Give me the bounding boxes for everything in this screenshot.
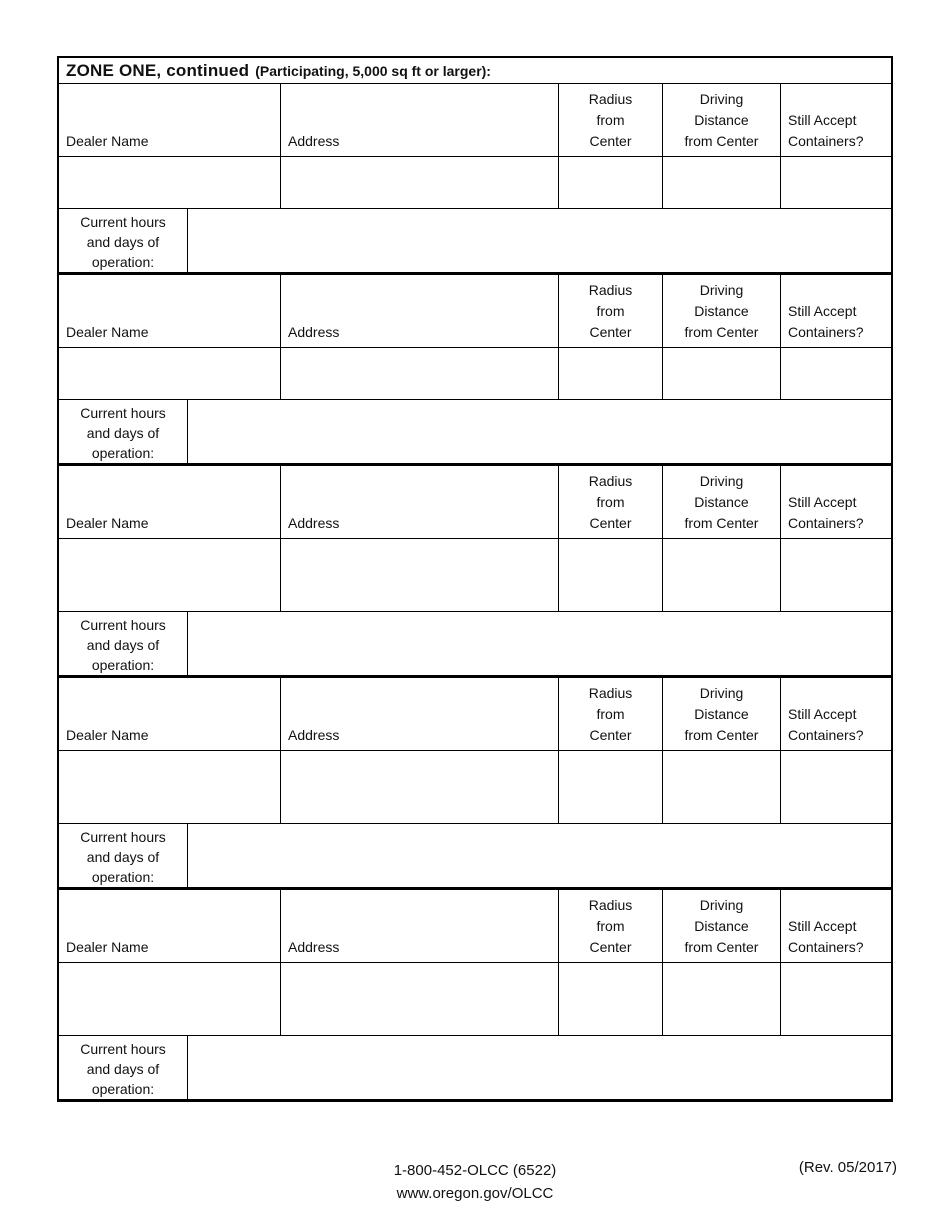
dealer-name-header: Dealer Name (59, 678, 281, 751)
hours-of-operation-row: Current hours and days of operation: (59, 209, 891, 272)
dealer-name-header: Dealer Name (59, 275, 281, 348)
column-header-row: Dealer Name Address Radius from Center D… (59, 678, 891, 751)
table-title-row: ZONE ONE, continued (Participating, 5,00… (59, 58, 891, 84)
dealer-entry-block-1: Dealer Name Address Radius from Center D… (59, 84, 891, 275)
driving-distance-header: Driving Distance from Center (663, 678, 781, 751)
hours-of-operation-field[interactable] (188, 400, 891, 463)
radius-from-center-header: Radius from Center (559, 890, 663, 963)
radius-from-center-header: Radius from Center (559, 678, 663, 751)
driving-distance-header: Driving Distance from Center (663, 275, 781, 348)
footer-contact-block: 1-800-452-OLCC (6522) www.oregon.gov/OLC… (0, 1159, 950, 1205)
radius-from-center-field[interactable] (559, 751, 663, 824)
hours-of-operation-label: Current hours and days of operation: (59, 209, 188, 272)
radius-from-center-field[interactable] (559, 157, 663, 209)
address-header: Address (281, 890, 559, 963)
dealer-entry-block-4: Dealer Name Address Radius from Center D… (59, 678, 891, 890)
dealer-entry-block-2: Dealer Name Address Radius from Center D… (59, 275, 891, 466)
entry-input-row (59, 539, 891, 612)
still-accept-containers-field[interactable] (781, 539, 891, 612)
hours-of-operation-field[interactable] (188, 1036, 891, 1099)
radius-from-center-header: Radius from Center (559, 466, 663, 539)
entry-input-row (59, 751, 891, 824)
entry-input-row (59, 157, 891, 209)
dealer-entry-block-5: Dealer Name Address Radius from Center D… (59, 890, 891, 1099)
hours-of-operation-field[interactable] (188, 612, 891, 675)
hours-of-operation-row: Current hours and days of operation: (59, 400, 891, 463)
still-accept-containers-header: Still Accept Containers? (781, 466, 891, 539)
address-field[interactable] (281, 348, 559, 400)
dealer-name-field[interactable] (59, 157, 281, 209)
address-header: Address (281, 84, 559, 157)
entry-input-row (59, 963, 891, 1036)
address-header: Address (281, 678, 559, 751)
driving-distance-header: Driving Distance from Center (663, 84, 781, 157)
driving-distance-field[interactable] (663, 157, 781, 209)
radius-from-center-field[interactable] (559, 539, 663, 612)
driving-distance-header: Driving Distance from Center (663, 466, 781, 539)
column-header-row: Dealer Name Address Radius from Center D… (59, 84, 891, 157)
driving-distance-field[interactable] (663, 348, 781, 400)
still-accept-containers-field[interactable] (781, 157, 891, 209)
zone-title: ZONE ONE, continued (66, 61, 250, 80)
column-header-row: Dealer Name Address Radius from Center D… (59, 275, 891, 348)
dealer-name-header: Dealer Name (59, 890, 281, 963)
footer-revision: (Rev. 05/2017) (798, 1159, 897, 1176)
address-field[interactable] (281, 157, 559, 209)
hours-of-operation-row: Current hours and days of operation: (59, 612, 891, 675)
hours-of-operation-field[interactable] (188, 209, 891, 272)
dealer-name-header: Dealer Name (59, 84, 281, 157)
address-header: Address (281, 466, 559, 539)
driving-distance-field[interactable] (663, 751, 781, 824)
still-accept-containers-header: Still Accept Containers? (781, 890, 891, 963)
zone-title-qualifier: (Participating, 5,000 sq ft or larger): (255, 63, 491, 79)
hours-of-operation-label: Current hours and days of operation: (59, 1036, 188, 1099)
radius-from-center-header: Radius from Center (559, 275, 663, 348)
radius-from-center-field[interactable] (559, 963, 663, 1036)
dealer-entry-block-3: Dealer Name Address Radius from Center D… (59, 466, 891, 678)
address-field[interactable] (281, 963, 559, 1036)
still-accept-containers-field[interactable] (781, 751, 891, 824)
driving-distance-field[interactable] (663, 963, 781, 1036)
still-accept-containers-header: Still Accept Containers? (781, 275, 891, 348)
still-accept-containers-field[interactable] (781, 348, 891, 400)
address-field[interactable] (281, 751, 559, 824)
footer-phone: 1-800-452-OLCC (6522) (393, 1162, 557, 1179)
zone-one-table: ZONE ONE, continued (Participating, 5,00… (57, 56, 893, 1102)
dealer-name-header: Dealer Name (59, 466, 281, 539)
address-field[interactable] (281, 539, 559, 612)
still-accept-containers-header: Still Accept Containers? (781, 84, 891, 157)
hours-of-operation-label: Current hours and days of operation: (59, 824, 188, 887)
hours-of-operation-row: Current hours and days of operation: (59, 1036, 891, 1099)
column-header-row: Dealer Name Address Radius from Center D… (59, 466, 891, 539)
footer-website: www.oregon.gov/OLCC (396, 1185, 554, 1202)
driving-distance-header: Driving Distance from Center (663, 890, 781, 963)
driving-distance-field[interactable] (663, 539, 781, 612)
column-header-row: Dealer Name Address Radius from Center D… (59, 890, 891, 963)
dealer-name-field[interactable] (59, 348, 281, 400)
entry-input-row (59, 348, 891, 400)
address-header: Address (281, 275, 559, 348)
radius-from-center-field[interactable] (559, 348, 663, 400)
still-accept-containers-field[interactable] (781, 963, 891, 1036)
hours-of-operation-field[interactable] (188, 824, 891, 887)
hours-of-operation-row: Current hours and days of operation: (59, 824, 891, 887)
dealer-name-field[interactable] (59, 539, 281, 612)
hours-of-operation-label: Current hours and days of operation: (59, 612, 188, 675)
still-accept-containers-header: Still Accept Containers? (781, 678, 891, 751)
dealer-name-field[interactable] (59, 751, 281, 824)
hours-of-operation-label: Current hours and days of operation: (59, 400, 188, 463)
dealer-name-field[interactable] (59, 963, 281, 1036)
radius-from-center-header: Radius from Center (559, 84, 663, 157)
